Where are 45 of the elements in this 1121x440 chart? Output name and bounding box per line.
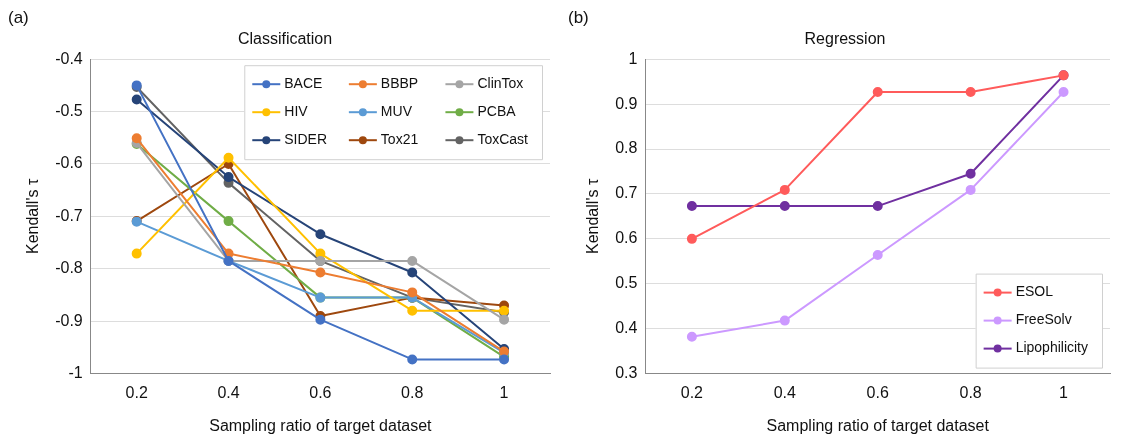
chart-title: Regression [804,30,886,48]
legend-label: FreeSolv [1015,311,1072,328]
legend-label: ESOL [1015,283,1054,300]
y-tick-label: -0.6 [55,154,83,172]
y-tick-label: 0.9 [615,94,638,112]
text: (a) [8,8,29,28]
legend-label: HIV [284,103,309,120]
y-tick-label: -0.5 [55,102,83,120]
x-tick-label: 0.6 [866,383,889,401]
x-tick-label: 0.8 [401,383,424,401]
chart-title: Classification [237,30,333,48]
x-axis-title: Sampling ratio of target dataset [209,416,433,434]
y-axis-title: Kendall's τ [584,178,602,254]
y-tick-label: 1 [628,49,638,67]
y-tick-label: 0.6 [615,229,638,247]
x-tick-label: 0.2 [125,383,148,401]
legend-label: SIDER [284,131,328,148]
legend-label: Tox21 [380,131,419,148]
y-tick-label: -0.8 [55,259,83,277]
x-tick-label: 0.4 [773,383,797,401]
x-tick-label: 1 [1059,383,1069,401]
y-tick-label: -0.7 [55,206,83,224]
x-axis-title: Sampling ratio of target dataset [766,416,990,434]
legend-label: ToxCast [477,131,529,148]
legend-label: BACE [284,75,323,92]
legend-label: PCBA [477,103,517,120]
y-tick-label: 0.8 [615,139,638,157]
y-tick-label: 0.4 [615,319,638,337]
y-axis-title: Kendall's τ [24,178,42,254]
y-tick-label: 0.5 [615,274,638,292]
y-tick-label: 0.7 [615,184,638,202]
x-tick-label: 0.6 [309,383,332,401]
legend-label: BBBP [380,75,419,92]
y-tick-label: -0.9 [55,311,83,329]
x-tick-label: 0.8 [959,383,982,401]
y-tick-label: -0.4 [55,49,83,67]
x-tick-label: 0.2 [680,383,704,401]
legend-label: MUV [380,103,413,120]
x-tick-label: 0.4 [217,383,240,401]
y-tick-label: 0.3 [615,364,638,382]
x-tick-label: 1 [499,383,509,401]
legend-label: Lipophilicity [1015,339,1088,356]
legend-label: ClinTox [477,75,524,92]
y-tick-label: -1 [68,364,83,382]
text: (b) [568,8,589,28]
